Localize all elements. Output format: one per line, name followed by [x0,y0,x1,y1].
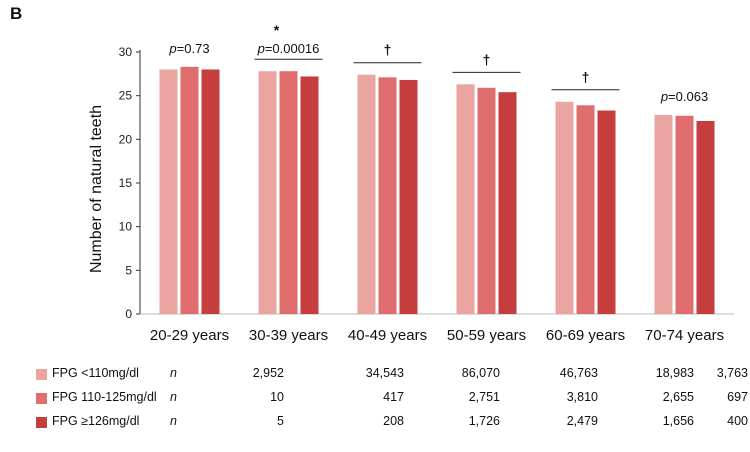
count-cell: 208 [383,414,404,428]
count-cell: 86,070 [461,366,500,380]
n-label: n [170,366,177,380]
bar [180,66,199,314]
count-cell: 1,656 [662,414,694,428]
n-label: n [170,414,177,428]
bar-chart: 0 5 10 15 20 25 30 Number of natural teeth 20-29… [88,22,734,344]
bar [654,114,673,314]
legend-swatch [36,393,47,404]
bar [357,74,376,314]
p-value-label: p=0.063 [660,89,708,104]
count-cell: 3,763 [716,366,748,380]
count-cell: 34,543 [365,366,404,380]
bar [258,71,277,314]
count-cell: 2,655 [662,390,694,404]
legend-label: FPG <110mg/dl [52,366,139,380]
significance-mark: † [582,69,590,85]
x-tick-label: 60-69 years [546,327,625,344]
count-cell: 417 [383,390,404,404]
bar [696,120,715,314]
y-axis-label: Number of natural teeth [88,105,105,273]
x-tick-label: 70-74 years [645,327,724,344]
x-tick-label: 40-49 years [348,327,427,344]
bar [498,92,517,314]
bar [555,101,574,314]
panel-label: B [10,4,23,23]
legend-swatch [36,417,47,428]
bar [477,87,496,314]
legend-swatch [36,369,47,380]
y-tick-label: 15 [119,176,133,190]
significance-mark: † [384,42,392,58]
count-cell: 46,763 [559,366,598,380]
bar [378,77,397,315]
p-value-label: p=0.73 [168,41,209,56]
bar [675,115,694,315]
count-cell: 18,983 [655,366,694,380]
bar [456,84,475,315]
bar [597,110,616,314]
bar [201,69,220,314]
x-tick-label: 20-29 years [150,327,229,344]
count-cell: 2,479 [566,414,598,428]
x-tick-label: 30-39 years [249,327,328,344]
count-cell: 2,751 [468,390,500,404]
bar [300,76,319,314]
count-cell: 10 [270,390,284,404]
y-tick-label: 30 [119,45,133,59]
legend-label: FPG 110-125mg/dl [52,390,157,404]
count-cell: 3,810 [566,390,598,404]
y-tick-label: 10 [119,220,133,234]
y-tick-label: 0 [125,307,132,321]
bar [399,79,418,315]
legend-label: FPG ≥126mg/dl [52,414,140,428]
count-cell: 2,952 [252,366,284,380]
n-label: n [170,390,177,404]
p-value-label: p=0.00016 [257,41,320,56]
count-cell: 697 [727,390,748,404]
y-tick-label: 25 [119,89,133,103]
count-cell: 1,726 [468,414,500,428]
count-cell: 5 [277,414,284,428]
count-cell: 400 [727,414,748,428]
x-tick-label: 50-59 years [447,327,526,344]
significance-mark: † [483,51,491,67]
bar [576,105,595,314]
bar [159,69,178,314]
y-tick-label: 5 [125,263,132,277]
significance-mark: * [274,22,280,38]
bar [279,71,298,314]
y-tick-label: 20 [119,132,133,146]
